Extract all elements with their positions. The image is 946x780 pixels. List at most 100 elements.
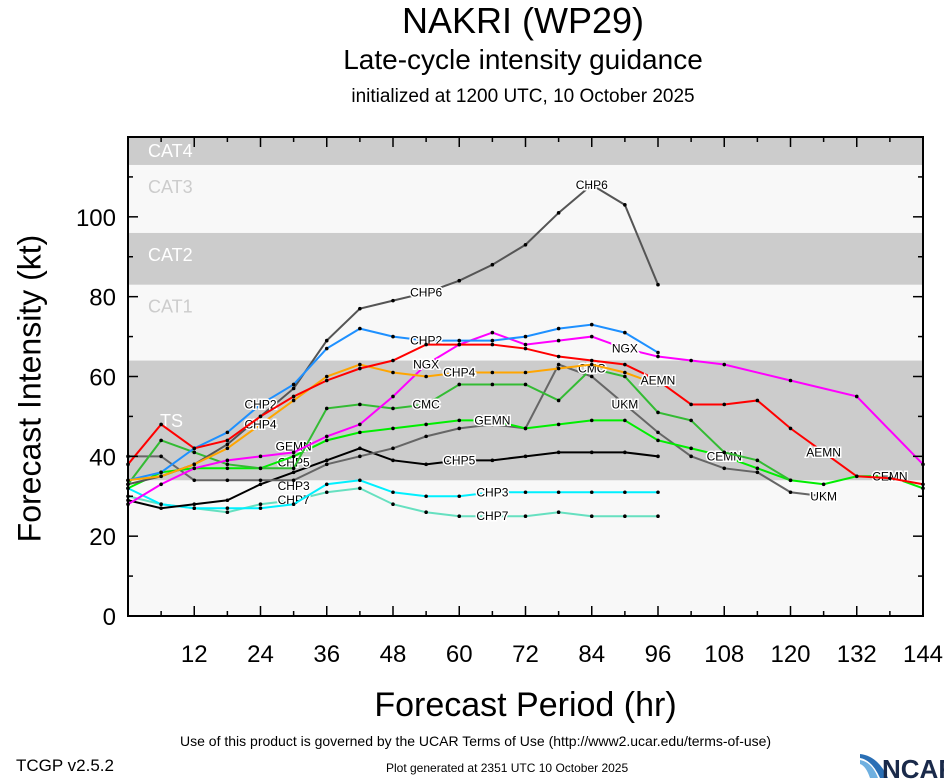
data-point	[523, 346, 528, 351]
data-point	[457, 342, 462, 347]
data-point	[258, 454, 263, 459]
series-label: NGX	[612, 342, 638, 356]
data-point	[358, 362, 362, 367]
series-label: GEMN	[474, 413, 510, 427]
data-point	[391, 334, 395, 339]
data-point	[656, 454, 660, 459]
data-point	[358, 478, 362, 483]
terms-of-use: Use of this product is governed by the U…	[180, 733, 772, 749]
data-point	[424, 510, 428, 515]
data-point	[358, 326, 362, 331]
series-chp6: CHP6 CHP6	[126, 176, 660, 487]
data-point	[358, 366, 362, 371]
data-point	[192, 478, 197, 483]
data-point	[324, 458, 329, 463]
x-tick-label: 12	[181, 641, 208, 668]
data-point	[490, 514, 495, 519]
x-tick-label: 108	[704, 641, 744, 668]
data-point	[589, 374, 594, 379]
data-point	[490, 422, 495, 427]
x-tick-label: 132	[837, 641, 877, 668]
x-tick-label: 144	[903, 641, 943, 668]
y-tick-label: 40	[89, 444, 116, 471]
x-axis-label: Forecast Period (hr)	[374, 686, 677, 724]
data-point	[722, 402, 727, 407]
data-point	[424, 422, 428, 427]
data-point	[391, 426, 395, 431]
series-label: NGX	[413, 358, 439, 372]
data-point	[556, 422, 561, 427]
data-point	[358, 486, 362, 491]
data-point	[258, 506, 263, 511]
data-point	[159, 474, 163, 479]
data-point	[291, 502, 296, 507]
data-point	[589, 334, 594, 339]
data-point	[192, 446, 197, 451]
data-point	[457, 426, 462, 431]
data-point	[556, 450, 561, 455]
data-point	[689, 418, 693, 423]
data-point	[755, 470, 760, 475]
y-tick-label: 100	[76, 205, 116, 232]
data-point	[589, 366, 594, 371]
data-point	[358, 306, 362, 311]
data-point	[391, 358, 395, 363]
data-point	[589, 490, 594, 495]
data-point	[391, 490, 395, 495]
data-point	[656, 514, 660, 519]
x-tick-label: 60	[446, 641, 473, 668]
band-cat2	[128, 232, 923, 285]
ncar-logo-text: NCAR	[882, 754, 944, 780]
data-point	[457, 494, 462, 499]
data-point	[656, 410, 660, 415]
data-point	[225, 498, 230, 503]
data-point	[722, 454, 727, 459]
series-label: AEMN	[806, 445, 841, 459]
data-point	[788, 378, 793, 383]
data-point	[490, 490, 495, 495]
series-label: CMC	[412, 397, 440, 411]
data-point	[457, 338, 462, 343]
y-tick-label: 20	[89, 524, 116, 551]
band-label: CAT1	[148, 297, 193, 317]
data-point	[623, 346, 627, 351]
data-point	[324, 338, 329, 343]
data-point	[788, 490, 793, 495]
data-point	[656, 354, 660, 359]
data-point	[656, 378, 660, 383]
data-point	[523, 454, 528, 459]
data-point	[623, 374, 627, 379]
series-chp3: CHP3 CHP3	[126, 478, 660, 511]
data-point	[623, 402, 627, 407]
data-point	[623, 490, 627, 495]
data-point	[358, 430, 362, 435]
data-point	[358, 446, 362, 451]
data-point	[623, 203, 627, 207]
x-tick-label: 72	[512, 641, 539, 668]
band-below-ts	[128, 480, 923, 616]
data-point	[888, 476, 892, 481]
data-point	[589, 450, 594, 455]
chart-subtitle: Late-cycle intensity guidance	[343, 44, 703, 75]
data-point	[424, 494, 428, 499]
series-aemn: AEMN AEMN	[126, 342, 925, 487]
data-point	[225, 510, 230, 515]
data-point	[722, 466, 727, 471]
data-point	[159, 502, 163, 507]
series-line	[128, 363, 824, 498]
data-point	[391, 370, 395, 375]
x-tick-label: 48	[380, 641, 407, 668]
data-point	[490, 330, 495, 335]
data-point	[689, 402, 693, 407]
data-point	[159, 454, 163, 459]
data-point	[623, 330, 627, 335]
series-ngx: NGX NGX	[126, 330, 925, 507]
data-point	[556, 366, 561, 371]
data-point	[755, 458, 760, 463]
series-label: CHP6	[410, 286, 442, 300]
data-point	[556, 398, 561, 403]
data-point	[424, 374, 428, 379]
data-point	[556, 510, 561, 515]
data-point	[490, 370, 495, 375]
data-point	[225, 442, 230, 447]
